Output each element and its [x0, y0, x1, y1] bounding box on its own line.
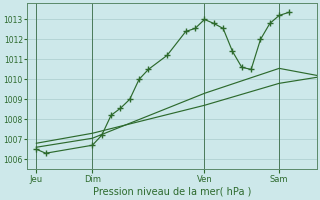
X-axis label: Pression niveau de la mer( hPa ): Pression niveau de la mer( hPa )	[92, 187, 251, 197]
